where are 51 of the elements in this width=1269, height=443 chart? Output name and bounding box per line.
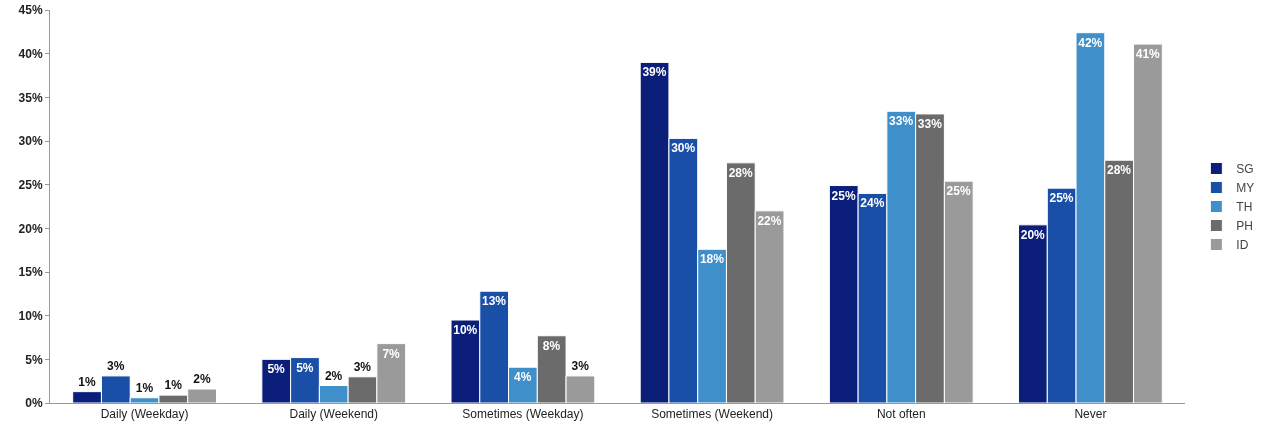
data-label: 25% <box>1049 191 1074 206</box>
data-label: 13% <box>481 294 507 309</box>
data-label: 3% <box>353 359 372 374</box>
data-label: 25% <box>946 184 971 199</box>
y-tick-label: 5% <box>25 352 43 367</box>
data-label: 5% <box>296 360 314 375</box>
data-label: 20% <box>1020 227 1046 242</box>
data-label: 24% <box>860 196 885 211</box>
y-tick-label: 15% <box>18 265 43 280</box>
y-tick-label: 20% <box>18 221 43 236</box>
data-label: 10% <box>453 323 478 338</box>
data-label: 22% <box>757 213 782 228</box>
x-tick-label: Sometimes (Weekend) <box>651 407 773 422</box>
data-label: 1% <box>78 374 96 389</box>
x-tick-label: Daily (Weekday) <box>100 407 189 422</box>
y-tick-label: 0% <box>25 396 43 411</box>
legend-label: ID <box>1236 238 1249 253</box>
data-label: 8% <box>542 338 561 353</box>
x-tick-label: Sometimes (Weekday) <box>462 407 584 422</box>
legend-label: SG <box>1236 162 1254 177</box>
data-label: 1% <box>164 378 183 393</box>
data-label: 3% <box>571 358 590 373</box>
data-label: 2% <box>324 368 343 383</box>
x-tick-label: Daily (Weekend) <box>289 407 378 422</box>
data-label: 28% <box>728 165 754 180</box>
data-label: 25% <box>831 188 856 203</box>
x-tick-label: Not often <box>876 407 926 422</box>
data-label: 3% <box>106 358 125 373</box>
legend-label: MY <box>1236 181 1255 196</box>
data-label: 42% <box>1078 35 1103 50</box>
data-label: 41% <box>1135 47 1161 62</box>
y-tick-label: 35% <box>18 90 43 105</box>
y-tick-label: 45% <box>18 3 43 18</box>
x-tick-label: Never <box>1074 407 1107 422</box>
legend-label: PH <box>1236 219 1254 234</box>
data-label: 2% <box>193 372 211 387</box>
y-tick-label: 30% <box>18 134 43 149</box>
data-label: 33% <box>889 114 914 129</box>
y-tick-label: 25% <box>18 177 43 192</box>
data-label: 5% <box>267 362 286 377</box>
y-tick-label: 40% <box>18 46 43 61</box>
data-label: 39% <box>642 65 667 80</box>
data-label: 18% <box>699 252 725 267</box>
data-label: 28% <box>1107 163 1132 178</box>
data-label: 4% <box>514 370 532 385</box>
data-label: 33% <box>917 116 943 131</box>
y-tick-label: 10% <box>18 308 43 323</box>
legend-label: TH <box>1236 200 1253 215</box>
data-label: 1% <box>135 380 154 395</box>
data-label: 30% <box>671 141 696 156</box>
data-label: 7% <box>382 346 401 361</box>
